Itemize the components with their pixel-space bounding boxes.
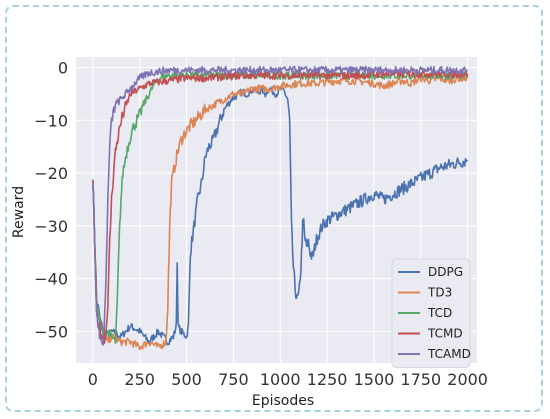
x-tick-label: 1500 <box>354 370 395 389</box>
series-line-tcd <box>92 71 469 345</box>
x-tick-label: 0 <box>88 370 98 389</box>
x-tick-label: 500 <box>171 370 202 389</box>
legend-box <box>391 258 471 368</box>
legend: DDPG TD3 TCD TCMD TCAMD <box>391 258 471 368</box>
legend-label-td3: TD3 <box>427 286 452 300</box>
y-tick-label: −20 <box>34 164 68 183</box>
y-tick-label: −40 <box>34 270 68 289</box>
legend-label-tcd: TCD <box>427 306 452 320</box>
x-tick-label: 250 <box>124 370 155 389</box>
series-line-ddpg <box>92 85 469 346</box>
grid-lines <box>76 57 477 363</box>
series-line-td3 <box>92 73 469 351</box>
series-line-tcamd <box>92 65 469 346</box>
y-tick-label: −30 <box>34 217 68 236</box>
legend-label-ddpg: DDPG <box>428 265 463 279</box>
y-tick-label: 0 <box>58 59 68 78</box>
x-tick-labels: 0 250 500 750 1000 1250 1500 1750 2000 <box>88 370 488 389</box>
x-tick-label: 2000 <box>447 370 488 389</box>
series-lines <box>92 65 469 351</box>
legend-label-tcmd: TCMD <box>427 327 463 341</box>
y-tick-labels: 0 −10 −20 −30 −40 −50 <box>34 59 68 342</box>
y-tick-label: −50 <box>34 322 68 341</box>
y-axis-label: Reward <box>11 186 27 238</box>
y-tick-label: −10 <box>34 111 68 130</box>
x-tick-label: 1750 <box>400 370 441 389</box>
x-axis-label: Episodes <box>252 393 314 409</box>
x-tick-label: 750 <box>218 370 249 389</box>
figure-frame <box>5 5 543 412</box>
x-tick-label: 1250 <box>307 370 348 389</box>
x-tick-label: 1000 <box>260 370 301 389</box>
legend-label-tcamd: TCAMD <box>427 347 471 361</box>
